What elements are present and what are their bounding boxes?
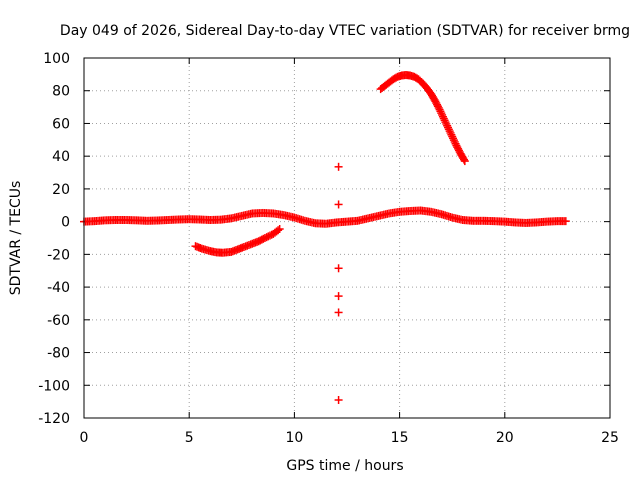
data-points	[80, 71, 570, 404]
y-tick-label: -20	[47, 247, 70, 263]
data-point	[561, 217, 570, 226]
x-tick-label: 20	[496, 430, 514, 446]
data-point	[436, 107, 445, 116]
data-point	[274, 226, 283, 235]
data-point	[444, 125, 453, 134]
data-point	[443, 121, 452, 130]
data-point	[438, 112, 447, 121]
x-tick-label: 10	[285, 430, 303, 446]
data-point	[449, 136, 458, 145]
data-point	[446, 128, 455, 137]
y-tick-label: -120	[38, 411, 70, 427]
data-point	[437, 109, 446, 118]
data-point	[443, 123, 452, 132]
x-tick-label: 25	[601, 430, 619, 446]
y-tick-label: 60	[52, 116, 70, 132]
data-point	[451, 139, 460, 148]
data-point	[459, 155, 468, 164]
data-point	[334, 264, 343, 273]
data-point	[441, 118, 450, 127]
data-point	[449, 134, 458, 143]
y-tick-label: -40	[47, 280, 70, 296]
data-point	[442, 119, 451, 128]
y-tick-label: 80	[52, 84, 70, 100]
x-tick-label: 0	[80, 430, 89, 446]
data-point	[448, 132, 457, 141]
series-main-trace	[80, 206, 570, 228]
data-point	[440, 116, 449, 125]
data-point	[447, 130, 456, 139]
grid	[84, 58, 610, 418]
data-point	[334, 308, 343, 317]
data-point	[438, 110, 447, 119]
chart-title: Day 049 of 2026, Sidereal Day-to-day VTE…	[60, 23, 630, 39]
data-point	[334, 396, 343, 404]
x-tick-label: 15	[391, 430, 409, 446]
data-point	[334, 162, 343, 171]
data-point	[275, 225, 284, 233]
x-axis-title: GPS time / hours	[286, 458, 403, 474]
data-point	[334, 200, 343, 209]
data-point	[334, 292, 343, 301]
data-point	[450, 137, 459, 146]
y-tick-label: 0	[61, 215, 70, 231]
axes: -120 -100 -80 -60 -40 -20 0 20 40 60 80 100 0 5 10 15 20…	[38, 51, 619, 446]
data-point	[434, 103, 443, 112]
y-tick-label: 100	[43, 51, 70, 67]
y-tick-label: 40	[52, 149, 70, 165]
y-tick-label: -100	[38, 378, 70, 394]
data-point	[435, 105, 444, 114]
series-upper-arc	[376, 71, 469, 166]
data-point	[460, 157, 469, 166]
y-axis-title: SDTVAR / TECUs	[8, 181, 24, 296]
y-tick-label: -80	[47, 346, 70, 362]
series-lower-arc	[191, 225, 284, 257]
plot-frame	[83, 57, 611, 419]
data-point	[445, 127, 454, 136]
y-tick-label: 20	[52, 182, 70, 198]
y-tick-label: -60	[47, 313, 70, 329]
x-tick-label: 5	[185, 430, 194, 446]
data-point	[439, 114, 448, 123]
series-isolated-points	[334, 162, 343, 404]
